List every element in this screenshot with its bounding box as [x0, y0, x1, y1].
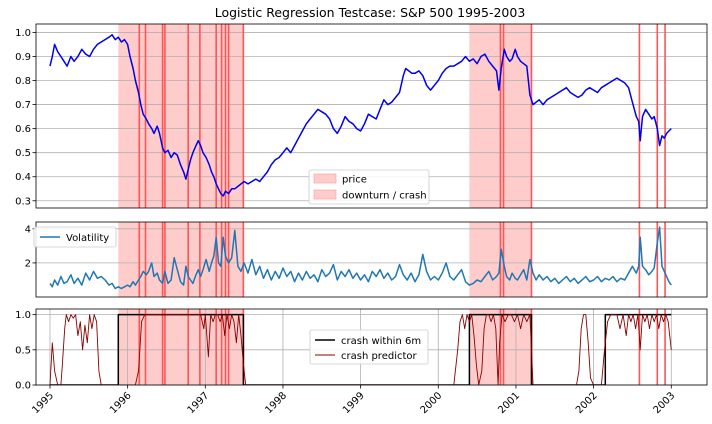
legend-label-price: price — [342, 175, 367, 186]
y-grid — [36, 228, 707, 264]
price-series — [49, 34, 672, 197]
legend: price downturn / crash — [308, 169, 430, 205]
legend: Volatility — [33, 226, 117, 248]
legend-label-downturn: downturn / crash — [342, 191, 427, 202]
y-tick-label: 0.7 — [15, 100, 31, 111]
x-tick-label: 2001 — [496, 390, 522, 416]
legend-label-crash-within-6m: crash within 6m — [341, 336, 421, 347]
x-axis-ticks: 1995 1996 1997 1998 1999 2000 2001 2002 2003 — [30, 385, 677, 416]
downturn-region-1 — [118, 24, 244, 208]
series-line-volatility — [49, 226, 672, 290]
y-tick-label: 0.3 — [15, 196, 31, 207]
y-tick-label: 2 — [25, 258, 31, 269]
x-tick-label: 1995 — [30, 390, 56, 416]
legend-swatch-downturn — [313, 189, 337, 200]
price-panel: 0.3 0.4 0.5 0.6 0.7 0.8 0.9 1.0 price downturn … — [15, 23, 708, 209]
x-tick-label: 1998 — [263, 390, 289, 416]
crash-prediction-panel: 0.0 0.5 1.0 1995 1996 1997 1998 1999 2000 2001 20… — [15, 308, 708, 416]
chart-title: Logistic Regression Testcase: S&P 500 19… — [215, 5, 526, 20]
y-tick-label: 4 — [25, 224, 31, 235]
legend-box — [309, 329, 429, 365]
series-line-crash-predictor — [49, 314, 672, 385]
series-line-crash-within-6m — [50, 313, 672, 385]
x-tick-label: 2003 — [652, 390, 678, 416]
legend-label-crash-predictor: crash predictor — [341, 351, 418, 362]
legend-box — [33, 226, 117, 248]
y-axis-ticks: 0.3 0.4 0.5 0.6 0.7 0.8 0.9 1.0 — [15, 28, 36, 207]
prediction-series — [49, 313, 672, 385]
axes-frame — [35, 308, 708, 386]
series-line-price — [49, 34, 672, 197]
legend-label-volatility: Volatility — [66, 233, 109, 244]
volatility-series — [49, 226, 672, 290]
legend-swatch-price — [313, 173, 337, 184]
x-tick-label: 1997 — [186, 390, 212, 416]
y-tick-label: 0.5 — [15, 345, 31, 356]
y-tick-label: 0.6 — [15, 124, 31, 135]
x-tick-label: 1996 — [108, 390, 134, 416]
x-tick-label: 2002 — [574, 390, 600, 416]
y-tick-label: 0.0 — [15, 381, 31, 392]
legend: crash within 6m crash predictor — [309, 329, 429, 365]
y-tick-label: 1.0 — [15, 28, 31, 39]
x-tick-label: 1999 — [341, 390, 367, 416]
y-tick-label: 0.5 — [15, 148, 31, 159]
y-tick-label: 1.0 — [15, 310, 31, 321]
y-tick-label: 0.4 — [15, 172, 31, 183]
x-tick-label: 2000 — [419, 390, 445, 416]
downturn-region-1 — [118, 309, 244, 385]
y-grid — [36, 32, 707, 202]
axes-frame — [35, 23, 708, 209]
y-axis-ticks: 0.0 0.5 1.0 — [15, 310, 36, 392]
y-tick-label: 0.9 — [15, 52, 31, 63]
legend-box — [308, 169, 430, 205]
y-tick-label: 0.8 — [15, 76, 31, 87]
downturn-region-1 — [118, 222, 244, 297]
volatility-panel: 2 4 Volatility — [25, 221, 708, 298]
axes-frame — [35, 221, 708, 298]
